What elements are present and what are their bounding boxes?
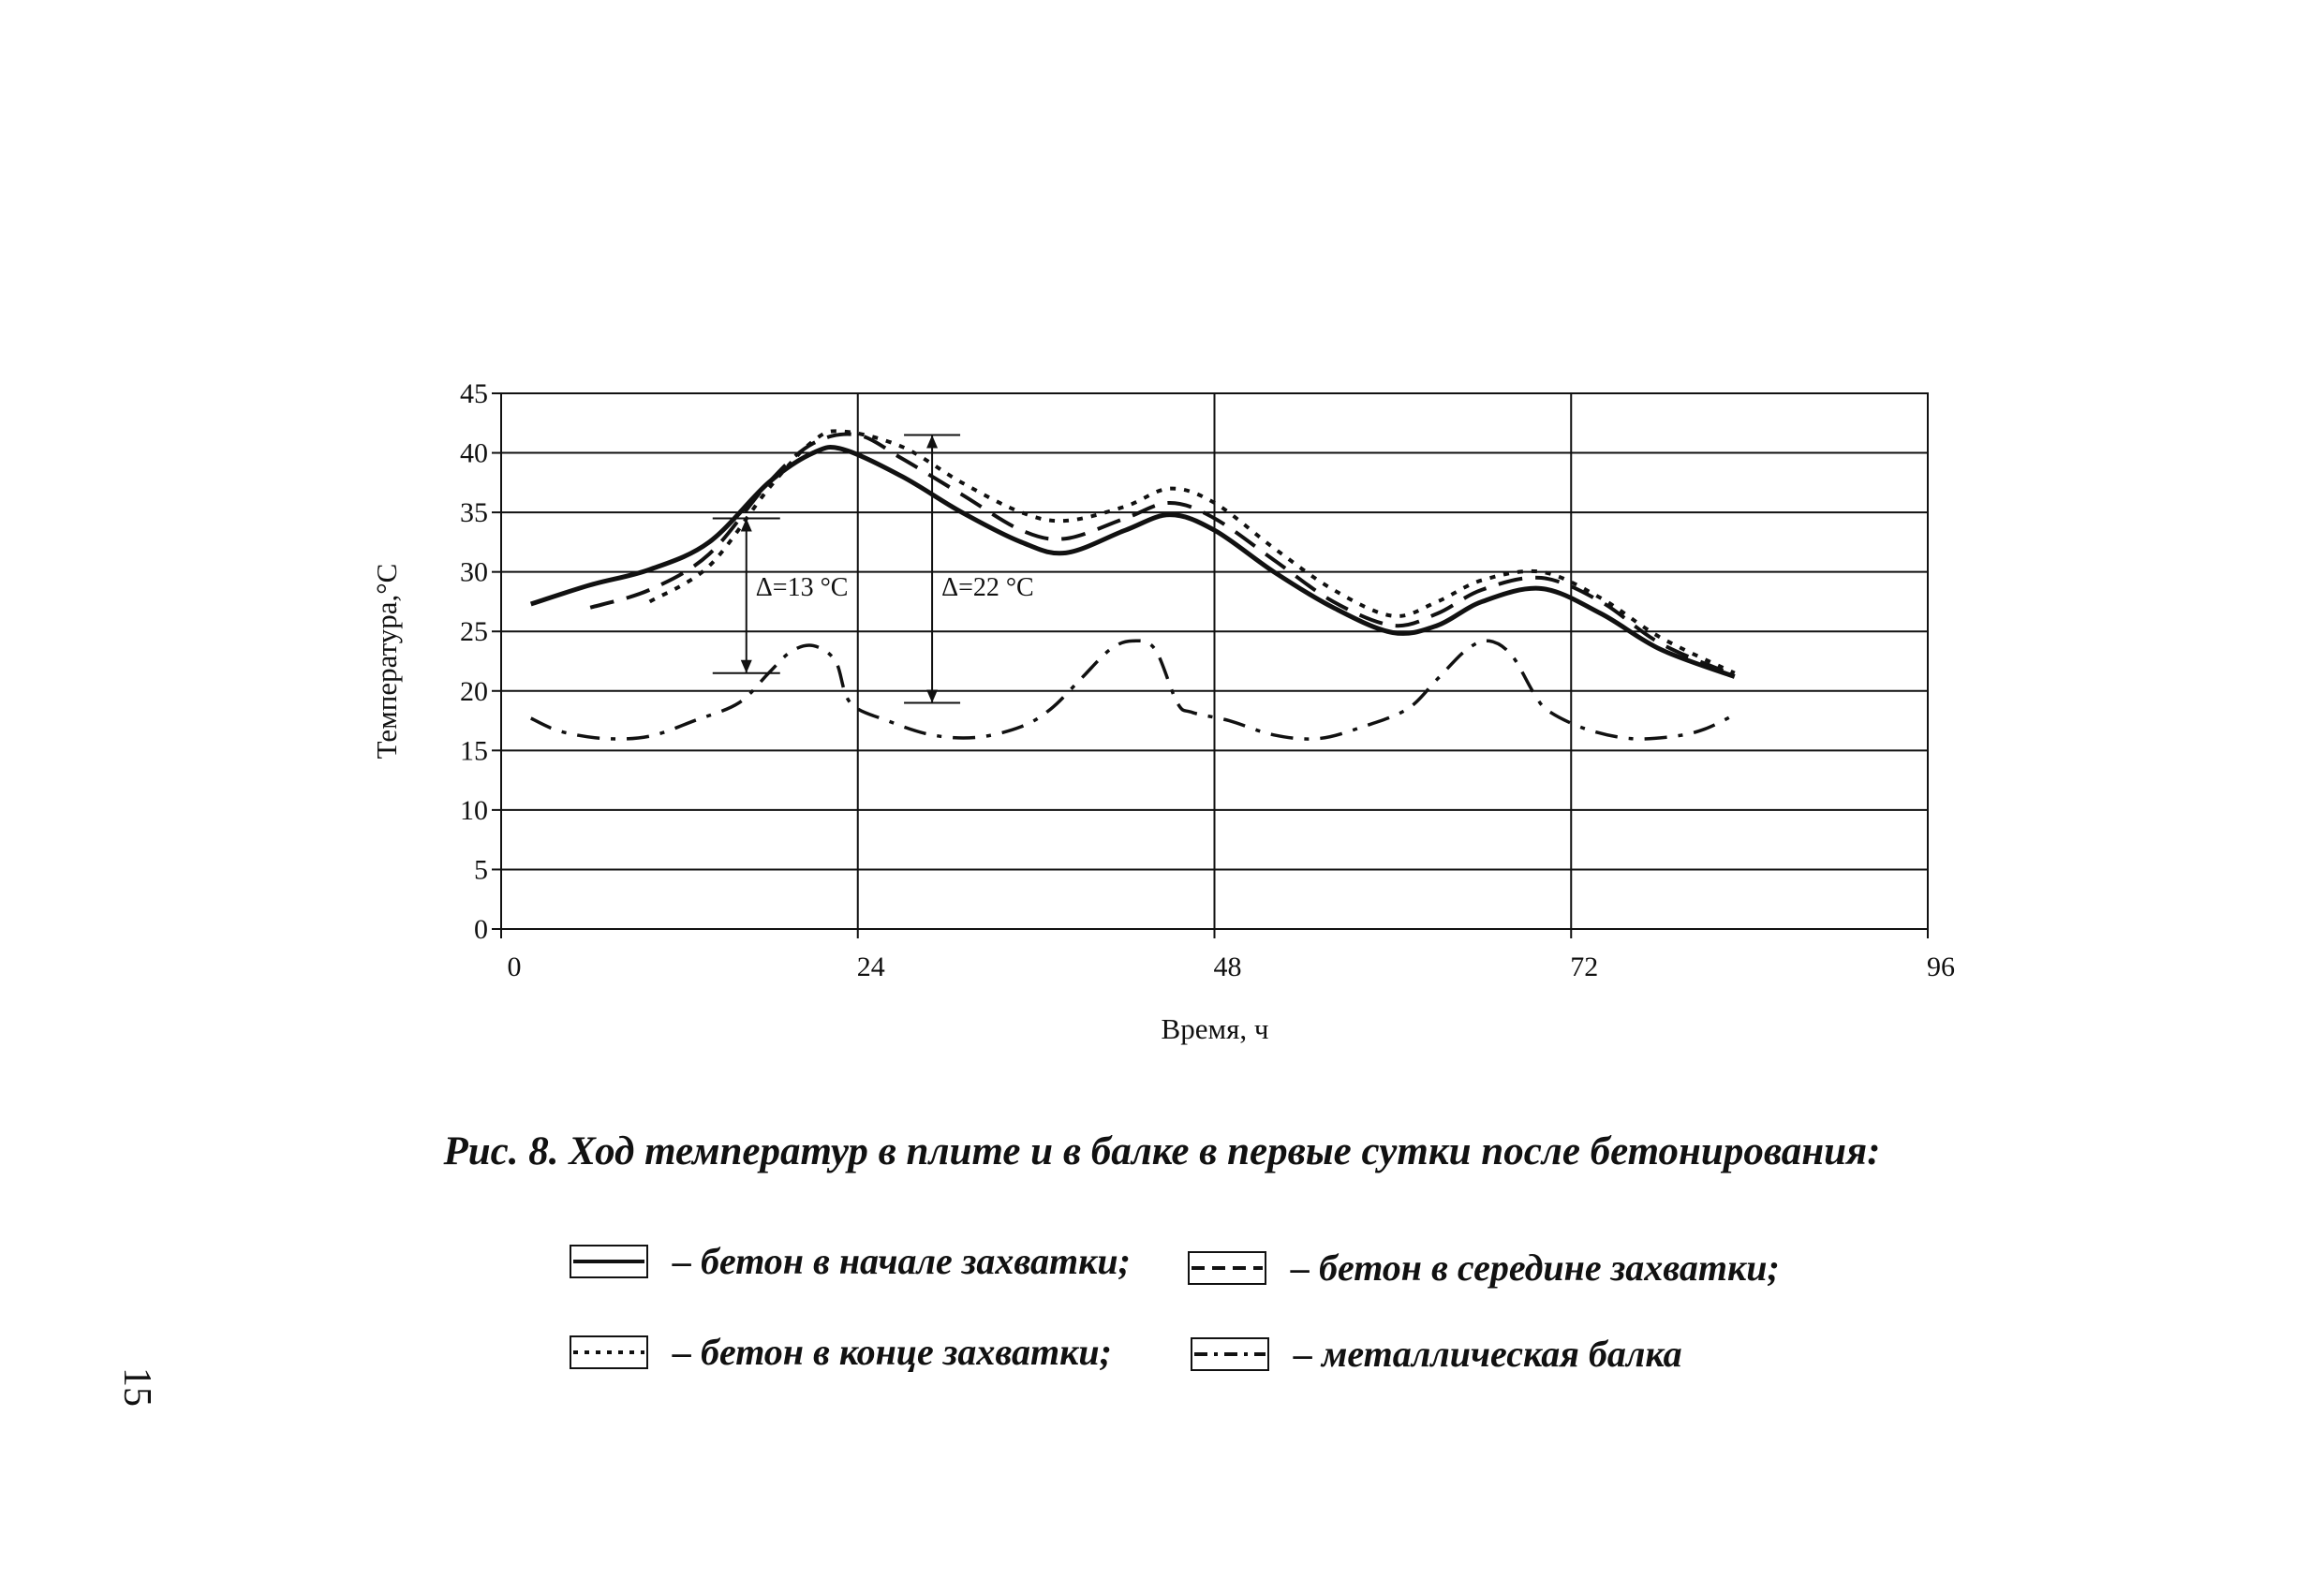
legend-item-dashed: – бетон в середине захватки; xyxy=(1188,1246,1780,1290)
y-tick-label: 35 xyxy=(460,497,488,528)
y-tick-label: 25 xyxy=(460,616,488,647)
legend-swatch-dotted xyxy=(570,1335,648,1370)
y-tick-label: 5 xyxy=(474,854,488,885)
y-tick-label: 30 xyxy=(460,557,488,588)
series-line-solid xyxy=(529,445,1736,679)
arrow-head xyxy=(740,518,752,532)
y-tick-label: 20 xyxy=(460,676,488,707)
data-series xyxy=(529,429,1736,741)
legend-swatch-dashed xyxy=(1188,1250,1266,1286)
series-line-dotted xyxy=(648,429,1736,675)
y-tick-label: 15 xyxy=(460,735,488,766)
arrow-head xyxy=(740,659,752,673)
legend-item-solid: – бетон в начале захватки; xyxy=(570,1239,1131,1283)
grid-lines xyxy=(492,392,1929,938)
legend-label-dashdot: – металлическая балка xyxy=(1294,1333,1682,1375)
page-number: 15 xyxy=(115,1367,158,1407)
delta-label: Δ=13 °С xyxy=(756,573,849,602)
delta-annotation: Δ=13 °С xyxy=(712,517,849,674)
series-line-dashdot xyxy=(529,639,1736,741)
legend-item-dotted: – бетон в конце захватки; xyxy=(570,1330,1112,1374)
delta-label: Δ=22 °С xyxy=(941,573,1034,602)
delta-annotation: Δ=22 °С xyxy=(904,434,1034,704)
series-line-dashed xyxy=(589,432,1736,678)
y-tick-label: 10 xyxy=(460,795,488,826)
y-tick-label: 40 xyxy=(460,438,488,469)
legend-label-solid: – бетон в начале захватки; xyxy=(673,1240,1131,1282)
x-tick-label: 24 xyxy=(857,951,885,982)
legend-label-dotted: – бетон в конце захватки; xyxy=(673,1331,1112,1373)
y-axis-title: Температура,°С xyxy=(370,564,403,760)
legend-label-dashed: – бетон в середине захватки; xyxy=(1291,1246,1780,1289)
legend-item-dashdot: – металлическая балка xyxy=(1191,1332,1682,1376)
x-tick-label: 0 xyxy=(508,951,522,982)
x-tick-label: 72 xyxy=(1570,951,1598,982)
arrow-head xyxy=(926,689,939,703)
x-axis-title: Время, ч xyxy=(1162,1012,1269,1045)
delta-annotations: Δ=13 °С Δ=22 °С xyxy=(712,434,1034,704)
legend-swatch-solid xyxy=(570,1244,648,1279)
arrow-head xyxy=(926,435,939,449)
x-tick-label: 96 xyxy=(1927,951,1955,982)
y-tick-label: 45 xyxy=(460,378,488,409)
tick-labels: 0 5 10 15 20 25 30 35 40 45 0 24 48 72 96 xyxy=(460,378,1955,982)
legend-swatch-dashdot xyxy=(1191,1336,1269,1372)
y-tick-label: 0 xyxy=(474,914,488,945)
figure-caption: Рис. 8. Ход температур в плите и в балке… xyxy=(443,1129,1881,1173)
x-tick-label: 48 xyxy=(1214,951,1242,982)
